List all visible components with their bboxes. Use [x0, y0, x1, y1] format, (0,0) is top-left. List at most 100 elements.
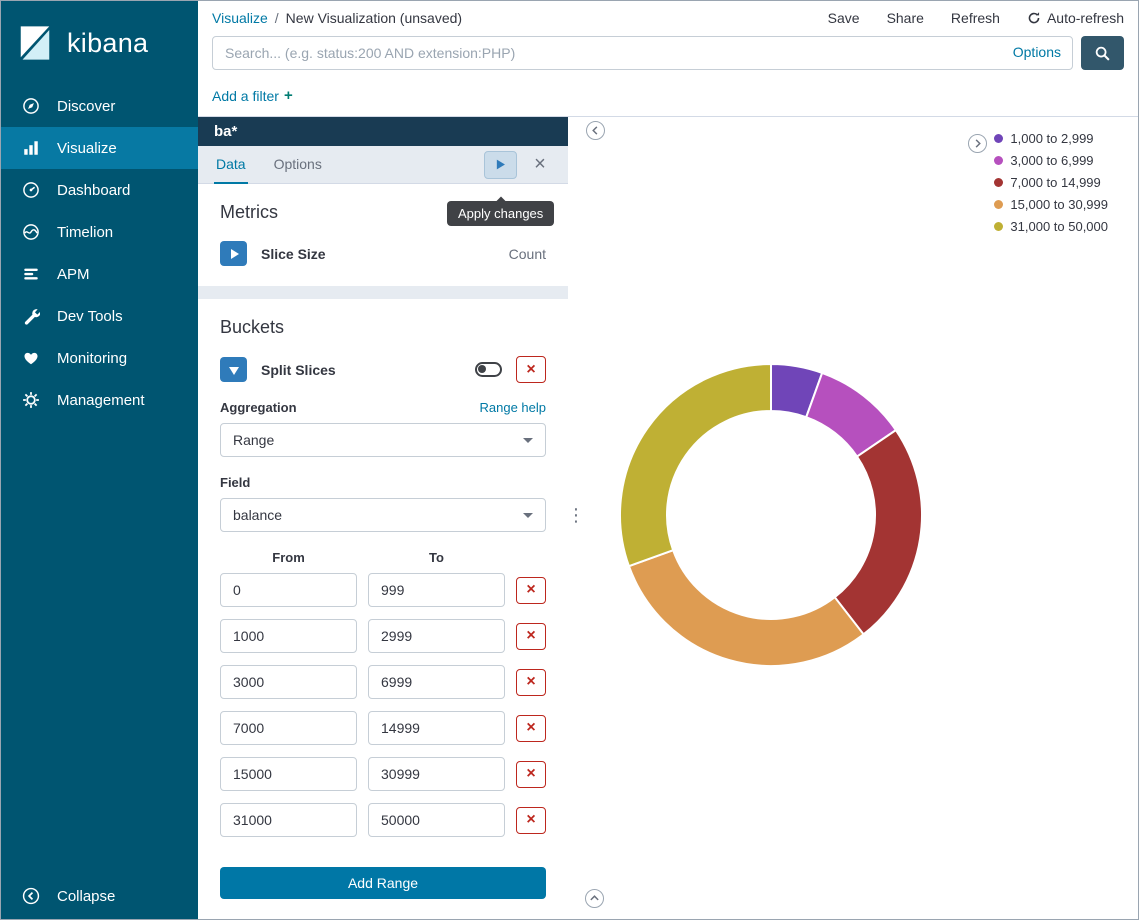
range-to-input-3[interactable] — [368, 711, 505, 745]
remove-range-button-3[interactable] — [516, 714, 546, 742]
sidebar-item-monitoring[interactable]: Monitoring — [1, 337, 198, 379]
sidebar-item-label: Discover — [57, 97, 116, 115]
legend-color-dot — [994, 200, 1004, 209]
legend-item-2[interactable]: 7,000 to 14,999 — [994, 175, 1108, 190]
range-from-input-2[interactable] — [220, 665, 357, 699]
metrics-card: Metrics Slice Size Count — [198, 184, 568, 286]
options-link[interactable]: Options — [1012, 44, 1061, 60]
field-select[interactable]: balance — [220, 498, 546, 532]
donut-slice-4[interactable] — [619, 363, 772, 568]
sidebar-item-apm[interactable]: APM — [1, 253, 198, 295]
add-filter-link[interactable]: Add a filter — [212, 87, 279, 104]
legend-item-0[interactable]: 1,000 to 2,999 — [994, 131, 1108, 146]
legend-item-4[interactable]: 31,000 to 50,000 — [994, 219, 1108, 234]
legend-label: 7,000 to 14,999 — [1010, 175, 1101, 190]
donut-slice-2[interactable] — [833, 429, 923, 636]
kibana-logo — [20, 26, 50, 60]
collapse-bottom-button[interactable] — [585, 889, 604, 908]
range-from-input-5[interactable] — [220, 803, 357, 837]
top-action-refresh[interactable]: Refresh — [950, 10, 1000, 26]
remove-range-button-1[interactable] — [516, 622, 546, 650]
sidebar-item-dashboard[interactable]: Dashboard — [1, 169, 198, 211]
breadcrumb-current: New Visualization (unsaved) — [285, 10, 463, 26]
donut-slice-3[interactable] — [627, 549, 865, 667]
legend-color-dot — [994, 178, 1004, 187]
metrics-title: Metrics — [220, 202, 278, 222]
auto-refresh-button[interactable]: Auto-refresh — [1027, 10, 1124, 26]
remove-range-button-5[interactable] — [516, 806, 546, 834]
aggregation-select[interactable]: Range — [220, 423, 546, 457]
field-select-value: balance — [233, 507, 283, 523]
top-action-list: Save Share Refresh — [828, 10, 1000, 26]
apply-changes-button[interactable] — [484, 150, 517, 179]
sidebar-item-label: Monitoring — [57, 349, 128, 367]
sidebar-item-dev-tools[interactable]: Dev Tools — [1, 295, 198, 337]
range-to-input-2[interactable] — [368, 665, 505, 699]
tab-data[interactable]: Data — [214, 146, 248, 184]
top-actions: Save Share Refresh Auto-refresh — [828, 10, 1124, 26]
bucket-collapse-button[interactable] — [220, 357, 247, 382]
sidebar-item-timelion[interactable]: Timelion — [1, 211, 198, 253]
legend-toggle-button[interactable] — [968, 134, 988, 153]
range-row — [220, 711, 546, 745]
tab-options[interactable]: Options — [273, 155, 322, 172]
range-to-input-0[interactable] — [368, 573, 505, 607]
sidebar-collapse-label: Collapse — [57, 887, 116, 905]
sidebar-item-label: Timelion — [57, 223, 114, 241]
range-help-link[interactable]: Range help — [479, 400, 547, 415]
range-row — [220, 665, 546, 699]
breadcrumb-visualize[interactable]: Visualize — [212, 10, 268, 26]
legend-item-3[interactable]: 15,000 to 30,999 — [994, 197, 1108, 212]
range-to-input-5[interactable] — [368, 803, 505, 837]
search-button[interactable] — [1081, 36, 1124, 70]
add-range-button[interactable]: Add Range — [220, 867, 546, 899]
range-row — [220, 757, 546, 791]
top-action-share[interactable]: Share — [886, 10, 924, 26]
legend-color-dot — [994, 222, 1004, 231]
search-icon — [1095, 46, 1110, 61]
buckets-card: Buckets Split Slices Aggregation Range h… — [198, 299, 568, 919]
sidebar-collapse[interactable]: Collapse — [1, 873, 198, 919]
remove-bucket-button[interactable] — [516, 356, 546, 383]
search-input[interactable] — [212, 36, 1073, 70]
chevron-left-icon — [592, 126, 598, 135]
bucket-disable-toggle[interactable] — [475, 362, 502, 377]
discard-changes-button[interactable] — [526, 151, 554, 179]
brand-header: kibana — [1, 1, 198, 85]
collapse-editor-button[interactable] — [586, 121, 605, 140]
timelion-icon — [22, 223, 40, 241]
chart-legend: 1,000 to 2,999 3,000 to 6,999 7,000 to 14,… — [968, 131, 1108, 234]
editor-tabs: Data Options — [198, 146, 568, 184]
metric-value: Count — [508, 245, 546, 262]
filter-bar: Add a filter + — [198, 77, 1138, 116]
sidebar-item-discover[interactable]: Discover — [1, 85, 198, 127]
dashboard-icon — [22, 181, 40, 199]
range-rows — [220, 573, 546, 837]
sidebar-item-visualize[interactable]: Visualize — [1, 127, 198, 169]
metric-expand-button[interactable] — [220, 241, 247, 266]
range-from-input-4[interactable] — [220, 757, 357, 791]
topbar: Visualize / New Visualization (unsaved) … — [198, 1, 1138, 117]
range-from-input-0[interactable] — [220, 573, 357, 607]
field-label-row: Field — [220, 475, 546, 490]
range-from-input-1[interactable] — [220, 619, 357, 653]
chevron-right-icon — [230, 248, 239, 259]
top-action-save[interactable]: Save — [827, 10, 860, 26]
legend-item-1[interactable]: 3,000 to 6,999 — [994, 153, 1108, 168]
collapse-circle-icon — [22, 887, 40, 905]
range-table-header: From To — [220, 550, 546, 565]
range-to-input-1[interactable] — [368, 619, 505, 653]
section-divider — [198, 286, 568, 299]
legend-color-dot — [994, 134, 1004, 143]
chevron-down-icon — [228, 366, 239, 375]
content: ba* Data Options Apply changes Metrics S… — [198, 117, 1138, 919]
range-to-input-4[interactable] — [368, 757, 505, 791]
remove-range-button-4[interactable] — [516, 760, 546, 788]
buckets-title: Buckets — [220, 317, 285, 337]
remove-range-button-2[interactable] — [516, 668, 546, 696]
sidebar-item-management[interactable]: Management — [1, 379, 198, 421]
panel-resize-handle[interactable] — [569, 499, 583, 531]
remove-range-button-0[interactable] — [516, 576, 546, 604]
range-from-input-3[interactable] — [220, 711, 357, 745]
